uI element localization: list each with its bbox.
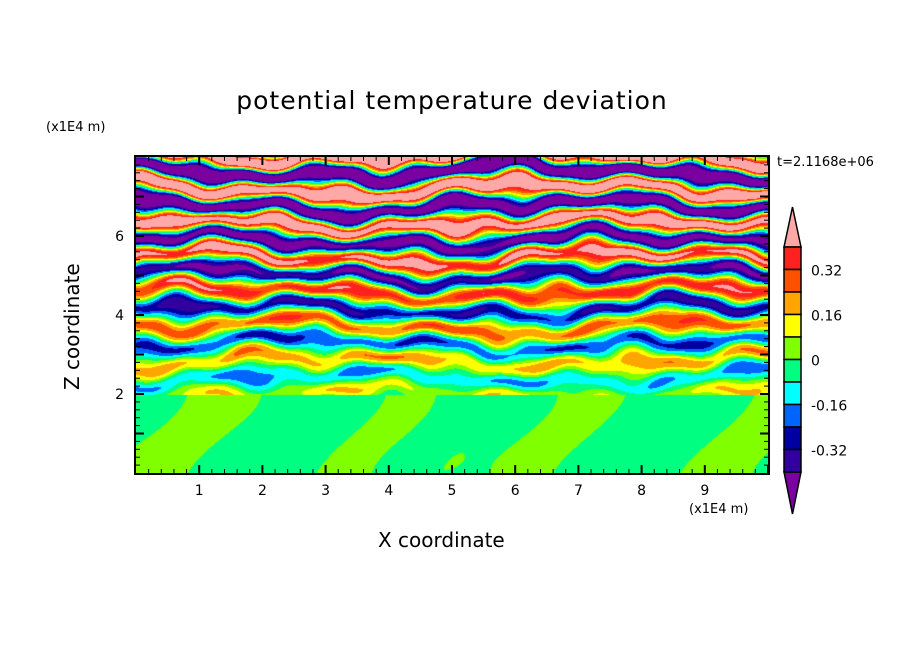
- colorbar-box: [783, 448, 802, 473]
- colorbar-label: 0: [811, 354, 820, 370]
- colorbar-box: [783, 403, 802, 428]
- colorbar-box: [783, 291, 802, 316]
- contour-field: [136, 157, 768, 473]
- colorbar-box: [783, 381, 802, 406]
- chart-title: potential temperature deviation: [236, 86, 668, 115]
- x-tick-label: 4: [384, 483, 393, 499]
- colorbar-label: -0.32: [811, 444, 847, 460]
- colorbar-box: [783, 336, 802, 361]
- x-tick-label: 2: [258, 483, 267, 499]
- y-tick-label: 2: [115, 387, 124, 403]
- colorbar-box: [783, 246, 802, 271]
- colorbar-label: 0.16: [811, 309, 842, 325]
- colorbar-box: [783, 358, 802, 383]
- x-tick-label: 8: [637, 483, 646, 499]
- y-tick-label: 6: [115, 229, 124, 245]
- x-tick-label: 1: [195, 483, 204, 499]
- y-tick-label: 4: [115, 308, 124, 324]
- x-tick-label: 9: [700, 483, 709, 499]
- x-tick-label: 7: [574, 483, 583, 499]
- colorbar-label: -0.16: [811, 399, 847, 415]
- colorbar-bottom-arrow: [783, 471, 802, 515]
- x-unit-label: (x1E4 m): [689, 502, 749, 517]
- y-unit-label: (x1E4 m): [46, 120, 106, 135]
- colorbar-box: [783, 313, 802, 338]
- colorbar-label: 0.32: [811, 264, 842, 280]
- time-annotation: t=2.1168e+06: [777, 155, 874, 170]
- x-tick-label: 3: [321, 483, 330, 499]
- colorbar-box: [783, 426, 802, 451]
- x-tick-label: 6: [511, 483, 520, 499]
- colorbar-box: [783, 268, 802, 293]
- x-axis-label: X coordinate: [378, 528, 505, 552]
- plot-area: [134, 155, 770, 475]
- x-tick-label: 5: [448, 483, 457, 499]
- colorbar-top-arrow: [783, 206, 802, 248]
